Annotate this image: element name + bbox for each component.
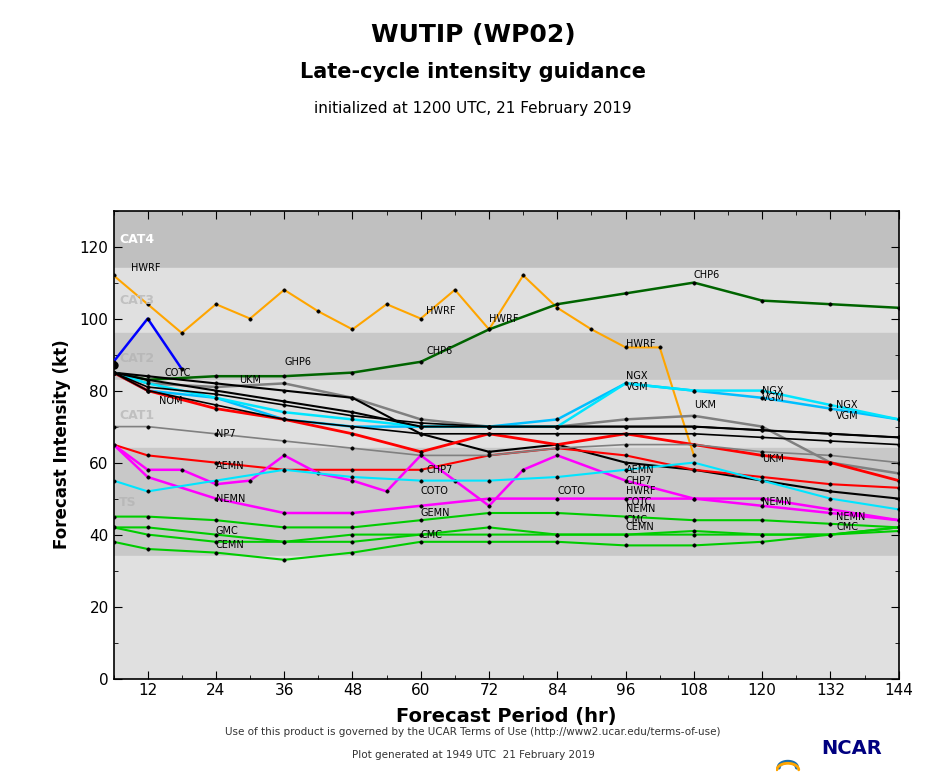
Text: CAT4: CAT4 <box>119 233 154 246</box>
Text: Use of this product is governed by the UCAR Terms of Use (http://www2.ucar.edu/t: Use of this product is governed by the U… <box>225 727 721 737</box>
Text: NOM: NOM <box>159 396 183 406</box>
Text: AEMN: AEMN <box>625 465 655 475</box>
Text: Plot generated at 1949 UTC  21 February 2019: Plot generated at 1949 UTC 21 February 2… <box>352 750 594 760</box>
Text: CAT2: CAT2 <box>119 352 154 365</box>
Text: AEMN: AEMN <box>216 461 245 471</box>
Text: TS: TS <box>119 496 137 509</box>
Text: GEMN: GEMN <box>421 508 450 518</box>
Bar <box>114 380 899 448</box>
Text: CMC: CMC <box>625 516 648 525</box>
Bar <box>114 556 899 679</box>
Bar <box>114 268 899 333</box>
Text: COTC: COTC <box>625 497 652 507</box>
Text: VGM: VGM <box>762 393 785 402</box>
Text: NGX: NGX <box>836 400 858 410</box>
Text: NGX: NGX <box>625 371 647 381</box>
Y-axis label: Forecast Intensity (kt): Forecast Intensity (kt) <box>54 340 72 549</box>
Text: HWRF: HWRF <box>625 487 655 496</box>
Text: CMC: CMC <box>421 530 443 540</box>
Text: CAT1: CAT1 <box>119 410 154 422</box>
Text: Late-cycle intensity guidance: Late-cycle intensity guidance <box>300 62 646 83</box>
Text: HWRF: HWRF <box>427 307 456 317</box>
Text: CEMN: CEMN <box>216 541 245 551</box>
Text: HWRF: HWRF <box>489 314 518 324</box>
Text: NEMN: NEMN <box>762 497 792 507</box>
Text: NEMN: NEMN <box>216 494 245 504</box>
Bar <box>114 211 899 268</box>
Bar <box>114 448 899 556</box>
Text: CHP6: CHP6 <box>693 271 720 280</box>
Text: HWRF: HWRF <box>131 263 160 273</box>
Text: COTO: COTO <box>421 487 448 496</box>
Text: NGX: NGX <box>762 385 783 395</box>
Text: CHP7: CHP7 <box>625 476 652 486</box>
Text: WUTIP (WP02): WUTIP (WP02) <box>371 23 575 48</box>
Text: UKM: UKM <box>238 375 261 385</box>
Text: UKM: UKM <box>762 454 784 464</box>
Text: NCAR: NCAR <box>821 739 882 758</box>
Text: CHP7: CHP7 <box>427 465 453 475</box>
X-axis label: Forecast Period (hr): Forecast Period (hr) <box>395 707 617 726</box>
Text: NEMN: NEMN <box>625 505 655 514</box>
Text: initialized at 1200 UTC, 21 February 2019: initialized at 1200 UTC, 21 February 201… <box>314 101 632 116</box>
Text: COTO: COTO <box>557 487 586 496</box>
Text: COTC: COTC <box>165 367 191 378</box>
Text: GHP6: GHP6 <box>284 356 311 367</box>
Text: HWRF: HWRF <box>625 339 655 349</box>
Text: GMC: GMC <box>216 526 238 536</box>
Text: CHP6: CHP6 <box>427 346 453 356</box>
Text: NP7: NP7 <box>216 429 236 439</box>
Bar <box>114 333 899 380</box>
Text: VGM: VGM <box>836 411 859 420</box>
Text: UKM: UKM <box>693 400 716 410</box>
Text: CEMN: CEMN <box>625 523 655 533</box>
Text: CMC: CMC <box>836 523 858 533</box>
Text: NEMN: NEMN <box>836 512 866 522</box>
Text: VGM: VGM <box>625 382 648 392</box>
Text: CAT3: CAT3 <box>119 294 154 307</box>
